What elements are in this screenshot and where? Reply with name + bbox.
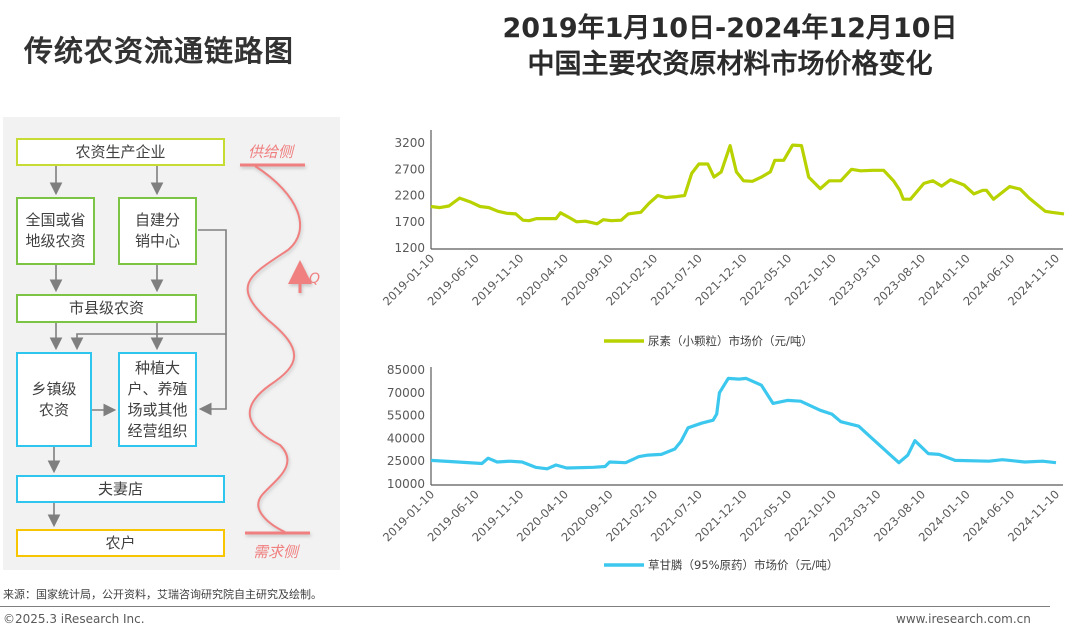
node-township: 乡镇级农资 (16, 352, 92, 447)
website-link[interactable]: www.iresearch.com.cn (896, 612, 1031, 626)
y-tick-label: 40000 (387, 431, 425, 445)
quantity-label: Q (309, 271, 321, 287)
copyright: ©2025.3 iResearch Inc. (3, 612, 145, 626)
node-national-distributor: 全国或省地级农资 (16, 197, 95, 265)
node-county: 市县级农资 (16, 294, 197, 323)
node-couple-store: 夫妻店 (16, 475, 225, 503)
node-self-built-center: 自建分销中心 (118, 197, 197, 265)
y-tick-label: 2200 (394, 189, 425, 203)
diagram-title: 传统农资流通链路图 (24, 34, 295, 68)
legend-label: 草甘膦（95%原药）市场价（元/吨） (648, 558, 838, 572)
y-tick-label: 55000 (387, 409, 425, 423)
series-line (430, 143, 1065, 226)
y-tick-label: 1200 (394, 241, 425, 255)
y-tick-label: 85000 (387, 363, 425, 377)
diagram-connectors (47, 163, 312, 535)
node-large-grower: 种植大户、养殖场或其他经营组织 (118, 352, 197, 447)
supply-side-label: 供给侧 (248, 143, 294, 161)
price-charts: 120017002200270032002019-01-102019-06-10… (380, 130, 1065, 572)
source-note: 来源：国家统计局，公开资料，艾瑞咨询研究院自主研究及绘制。 (3, 588, 322, 601)
legend-label: 尿素（小颗粒）市场价（元/吨） (648, 334, 813, 348)
y-tick-label: 25000 (387, 454, 425, 468)
chart-title-line1: 2019年1月10日-2024年12月10日 (502, 13, 958, 44)
y-tick-label: 70000 (387, 386, 425, 400)
y-tick-label: 3200 (394, 136, 425, 150)
series-line (430, 376, 1057, 471)
footer-divider (0, 606, 1050, 607)
supply-demand-wave (240, 163, 312, 535)
node-farmer: 农户 (16, 529, 225, 557)
y-tick-label: 1700 (394, 215, 425, 229)
y-tick-label: 2700 (394, 162, 425, 176)
flow-arrows (47, 166, 227, 528)
node-producer: 农资生产企业 (16, 138, 225, 166)
chart-title-line2: 中国主要农资原材料市场价格变化 (527, 49, 933, 80)
demand-side-label: 需求侧 (253, 543, 299, 561)
y-tick-label: 10000 (387, 477, 425, 491)
